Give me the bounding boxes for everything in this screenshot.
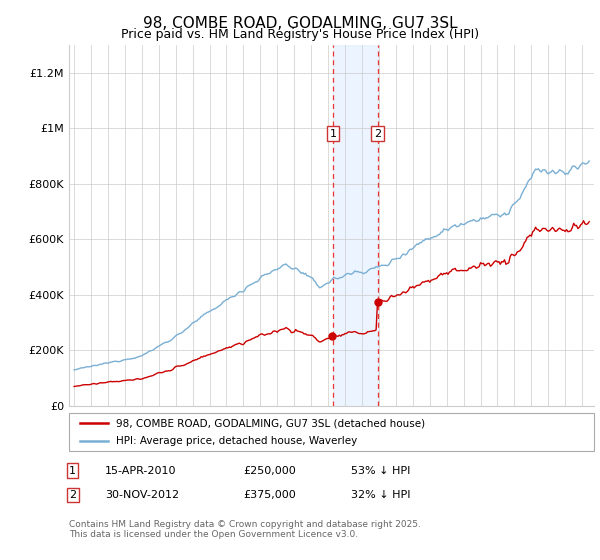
Text: Contains HM Land Registry data © Crown copyright and database right 2025.
This d: Contains HM Land Registry data © Crown c… bbox=[69, 520, 421, 539]
Text: £250,000: £250,000 bbox=[243, 466, 296, 476]
Text: 32% ↓ HPI: 32% ↓ HPI bbox=[351, 490, 410, 500]
Text: 1: 1 bbox=[69, 466, 76, 476]
Text: £375,000: £375,000 bbox=[243, 490, 296, 500]
Bar bbox=[333, 45, 377, 406]
Text: 53% ↓ HPI: 53% ↓ HPI bbox=[351, 466, 410, 476]
Text: 30-NOV-2012: 30-NOV-2012 bbox=[105, 490, 179, 500]
Text: Price paid vs. HM Land Registry's House Price Index (HPI): Price paid vs. HM Land Registry's House … bbox=[121, 28, 479, 41]
Text: 1: 1 bbox=[329, 129, 337, 139]
Text: 98, COMBE ROAD, GODALMING, GU7 3SL (detached house): 98, COMBE ROAD, GODALMING, GU7 3SL (deta… bbox=[116, 418, 425, 428]
Text: 15-APR-2010: 15-APR-2010 bbox=[105, 466, 176, 476]
Text: 2: 2 bbox=[374, 129, 381, 139]
Text: 98, COMBE ROAD, GODALMING, GU7 3SL: 98, COMBE ROAD, GODALMING, GU7 3SL bbox=[143, 16, 457, 31]
Text: HPI: Average price, detached house, Waverley: HPI: Average price, detached house, Wave… bbox=[116, 436, 358, 446]
Text: 2: 2 bbox=[69, 490, 76, 500]
